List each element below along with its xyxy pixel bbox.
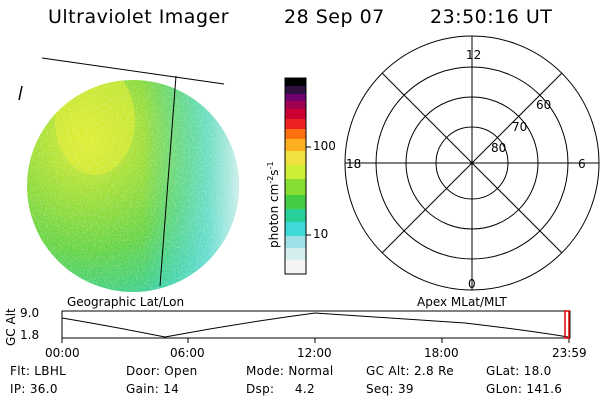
orbit-xtick-1: 06:00 [170, 346, 205, 360]
orbit-plot [61, 310, 571, 343]
info-gain: Gain: 14 [126, 382, 180, 396]
current-time-marker [564, 310, 570, 339]
geographic-panel-label: Geographic Lat/Lon [67, 295, 185, 309]
mlt-label-12: 12 [466, 48, 482, 62]
mlat-label-60: 60 [536, 98, 552, 112]
colorbar-unit-s: s [267, 169, 281, 176]
info-glon: GLon: 141.6 [486, 382, 563, 396]
mlt-label-6: 6 [578, 157, 586, 171]
info-ip: IP: 36.0 [10, 382, 58, 396]
time-label: 23:50:16 UT [430, 6, 553, 28]
apex-panel-label: Apex MLat/MLT [417, 295, 507, 309]
info-glat: GLat: 18.0 [486, 364, 552, 378]
color-bar [284, 77, 311, 275]
info-seq: Seq: 39 [366, 382, 414, 396]
orbit-ymax: 9.0 [20, 306, 40, 320]
colorbar-tick-10: 10 [313, 227, 329, 241]
info-dsp: Dsp: 4.2 [246, 382, 315, 396]
info-door: Door: Open [126, 364, 198, 378]
info-mode: Mode: Normal [246, 364, 334, 378]
geo-latitude-line [41, 57, 225, 85]
mlat-label-70: 70 [512, 120, 528, 134]
geo-tick-mark [18, 85, 23, 101]
colorbar-unit-exp1: -2 [266, 175, 275, 184]
colorbar-tick-100: 100 [313, 139, 336, 153]
orbit-xtick-3: 18:00 [424, 346, 459, 360]
orbit-xtick-4: 23:59 [552, 346, 587, 360]
colorbar-unit-exp2: -1 [266, 161, 275, 170]
info-filter: Flt: LBHL [10, 364, 67, 378]
info-gc-alt: GC Alt: 2.8 Re [366, 364, 454, 378]
instrument-title: Ultraviolet Imager [48, 6, 230, 28]
mlt-label-0: 0 [468, 277, 476, 291]
mlt-label-18: 18 [346, 157, 362, 171]
polar-plot [344, 35, 600, 291]
geo-longitude-line [159, 75, 177, 287]
orbit-ylabel-text: GC Alt [4, 308, 18, 346]
orbit-xtick-0: 00:00 [45, 346, 80, 360]
colorbar-unit-text: photon cm [267, 183, 281, 248]
orbit-xtick-2: 12:00 [297, 346, 332, 360]
date-label: 28 Sep 07 [284, 6, 385, 28]
uv-image-disc [27, 80, 239, 292]
orbit-ymin: 1.8 [20, 328, 40, 342]
mlat-label-80: 80 [491, 141, 507, 155]
